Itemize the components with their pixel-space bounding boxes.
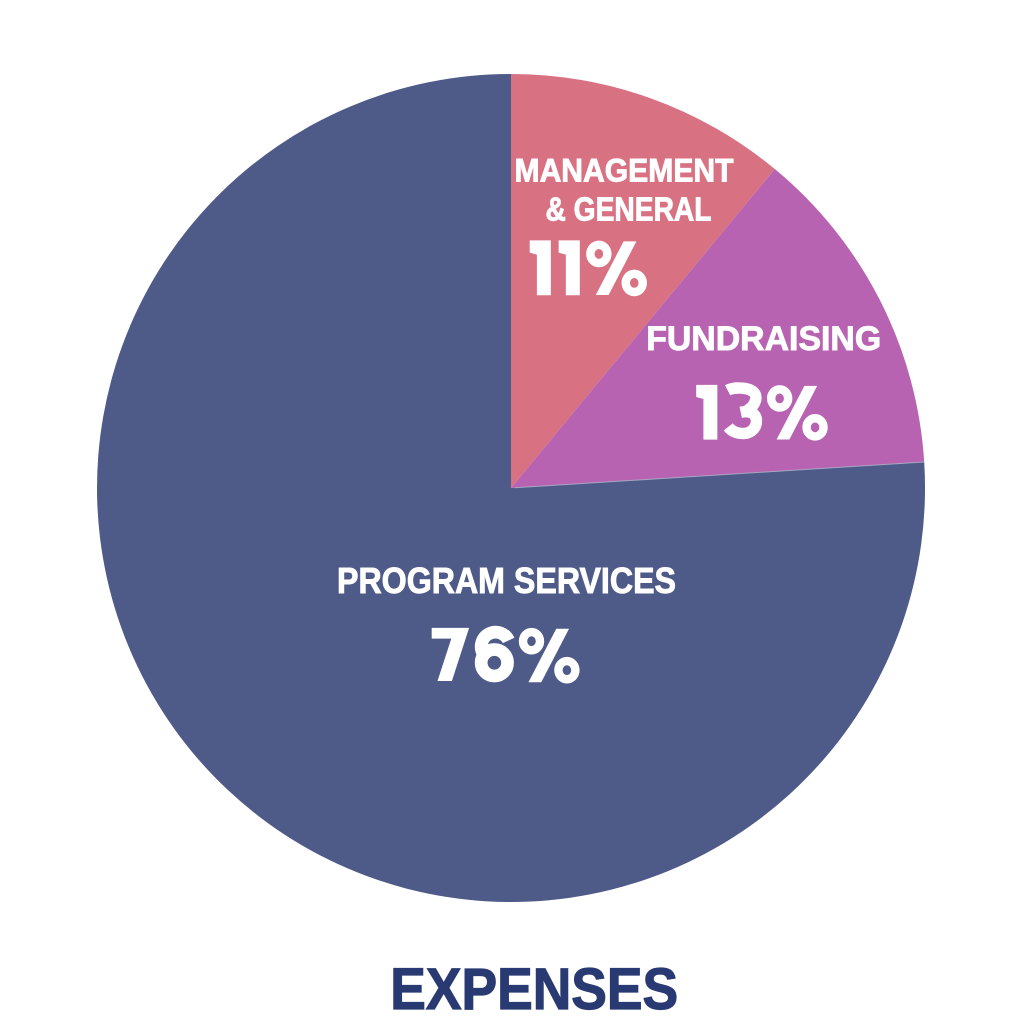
svg-text:PROGRAM SERVICES: PROGRAM SERVICES: [337, 560, 676, 601]
svg-text:FUNDRAISING: FUNDRAISING: [646, 320, 881, 358]
svg-text:MANAGEMENT: MANAGEMENT: [515, 152, 734, 188]
svg-text:EXPENSES: EXPENSES: [390, 957, 678, 1022]
svg-text:& GENERAL: & GENERAL: [546, 190, 712, 227]
